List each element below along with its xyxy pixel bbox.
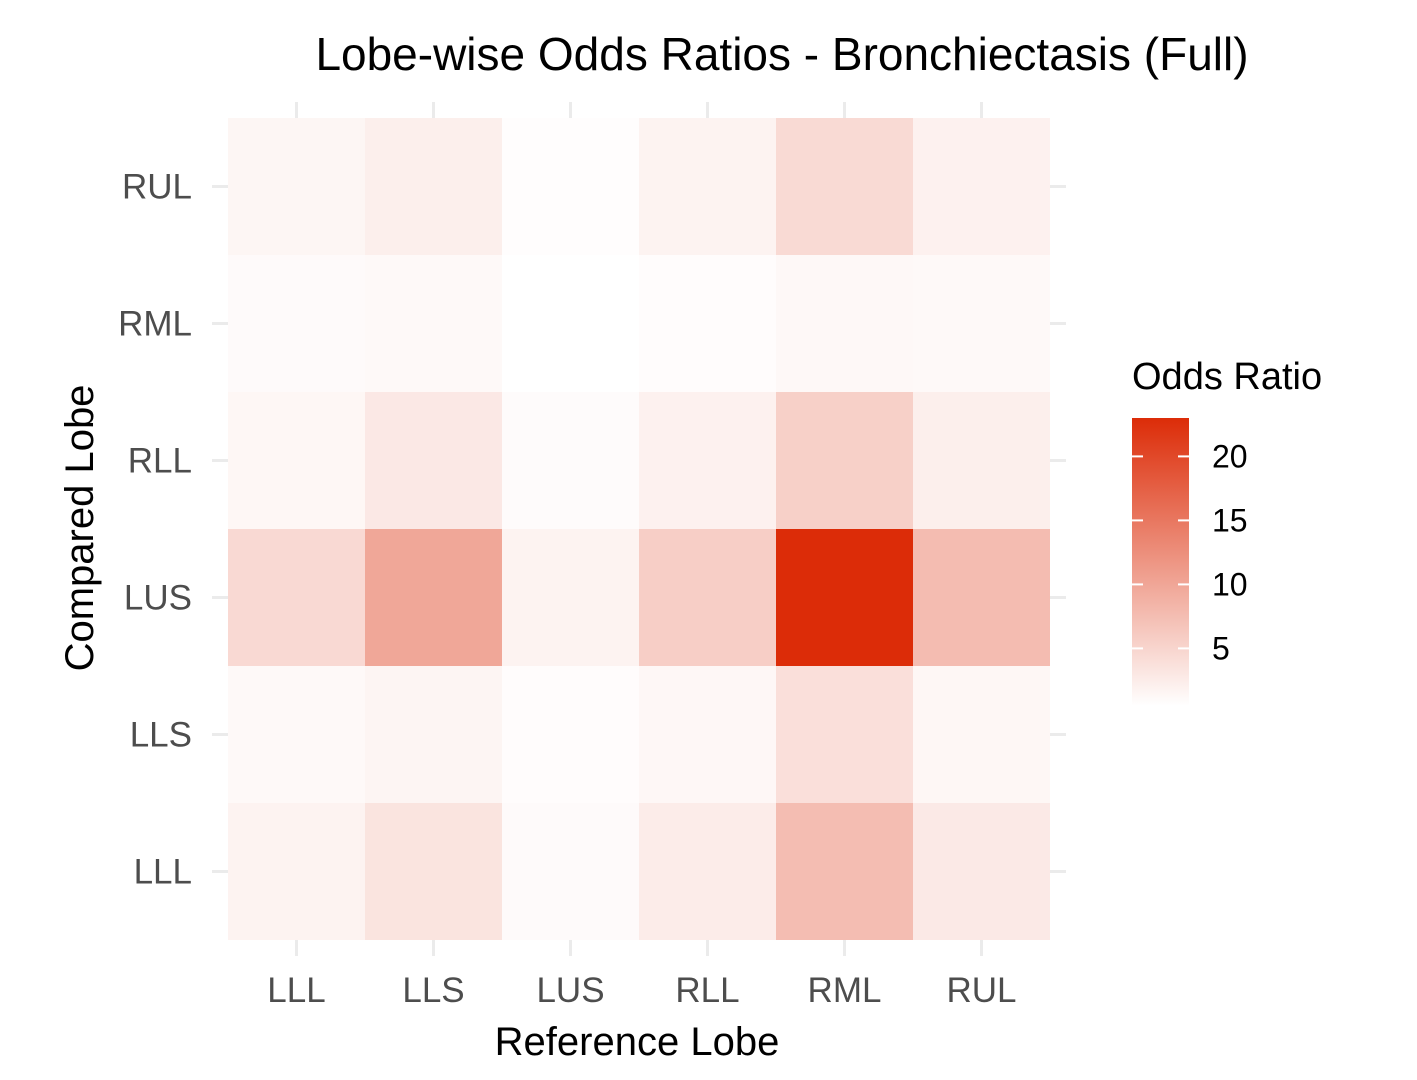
- heatmap-cell-lll-rml: [228, 255, 365, 392]
- x-axis-ticks: LLL LLS LUS RLL RML RUL: [267, 971, 1016, 1010]
- heatmap-cell-rul-rul: [913, 118, 1050, 255]
- heatmap-cell-lll-lus: [228, 529, 365, 666]
- y-tick-label: LLS: [130, 716, 192, 755]
- heatmap-cell-rml-lll: [776, 803, 913, 940]
- x-tick-label: RLL: [675, 971, 739, 1010]
- heatmap-cell-rml-rul: [776, 118, 913, 255]
- y-tick-label: RML: [118, 305, 192, 344]
- heatmap-cell-rml-rll: [776, 392, 913, 529]
- heatmap-cell-rul-rml: [913, 255, 1050, 392]
- heatmap-cell-lll-lll: [228, 803, 365, 940]
- heatmap-cell-lus-rll: [502, 392, 639, 529]
- legend-colorbar: [1132, 418, 1189, 706]
- heatmap-cell-lls-lls: [365, 666, 502, 803]
- heatmap-cell-rul-lus: [913, 529, 1050, 666]
- y-tick-label: LLL: [134, 853, 192, 892]
- heatmap-cell-lus-lls: [502, 666, 639, 803]
- heatmap-cell-lll-rll: [228, 392, 365, 529]
- y-tick-label: RUL: [122, 168, 192, 207]
- y-axis-title: Compared Lobe: [58, 385, 102, 672]
- legend-label: 15: [1212, 502, 1248, 538]
- x-tick-label: LLL: [267, 971, 325, 1010]
- x-axis-title: Reference Lobe: [495, 1020, 780, 1064]
- heatmap-cell-lls-rul: [365, 118, 502, 255]
- heatmap-cell-rll-lls: [639, 666, 776, 803]
- heatmap-cell-rll-lll: [639, 803, 776, 940]
- x-tick-label: RUL: [946, 971, 1016, 1010]
- heatmap-cell-rul-lls: [913, 666, 1050, 803]
- chart-title: Lobe-wise Odds Ratios - Bronchiectasis (…: [315, 28, 1248, 80]
- heatmap-cell-rml-lus: [776, 529, 913, 666]
- heatmap-cell-lus-lus: [502, 529, 639, 666]
- heatmap-cell-lls-rml: [365, 255, 502, 392]
- y-tick-label: LUS: [124, 579, 192, 618]
- x-tick-label: LLS: [402, 971, 464, 1010]
- heatmap-cells: [228, 118, 1050, 940]
- heatmap-cell-lls-lll: [365, 803, 502, 940]
- y-axis-ticks: LLL LLS LUS RLL RML RUL: [118, 168, 192, 892]
- legend-title: Odds Ratio: [1132, 356, 1322, 398]
- heatmap-cell-rul-lll: [913, 803, 1050, 940]
- heatmap-cell-lus-lll: [502, 803, 639, 940]
- heatmap-cell-lll-lls: [228, 666, 365, 803]
- heatmap-cell-lls-rll: [365, 392, 502, 529]
- heatmap-cell-rll-rll: [639, 392, 776, 529]
- heatmap-cell-lll-rul: [228, 118, 365, 255]
- legend-label: 10: [1212, 566, 1248, 602]
- heatmap-cell-lls-lus: [365, 529, 502, 666]
- x-tick-label: RML: [808, 971, 882, 1010]
- legend-label: 5: [1212, 630, 1230, 666]
- legend-label: 20: [1212, 438, 1248, 474]
- heatmap-cell-rml-rml: [776, 255, 913, 392]
- heatmap-cell-lus-rul: [502, 118, 639, 255]
- heatmap-cell-rul-rll: [913, 392, 1050, 529]
- heatmap-cell-rll-lus: [639, 529, 776, 666]
- heatmap-cell-lus-rml: [502, 255, 639, 392]
- x-tick-label: LUS: [536, 971, 604, 1010]
- heatmap-cell-rll-rml: [639, 255, 776, 392]
- y-tick-label: RLL: [128, 442, 192, 481]
- legend: Odds Ratio 5 10 15 20: [1132, 356, 1322, 706]
- heatmap-cell-rml-lls: [776, 666, 913, 803]
- heatmap-cell-rll-rul: [639, 118, 776, 255]
